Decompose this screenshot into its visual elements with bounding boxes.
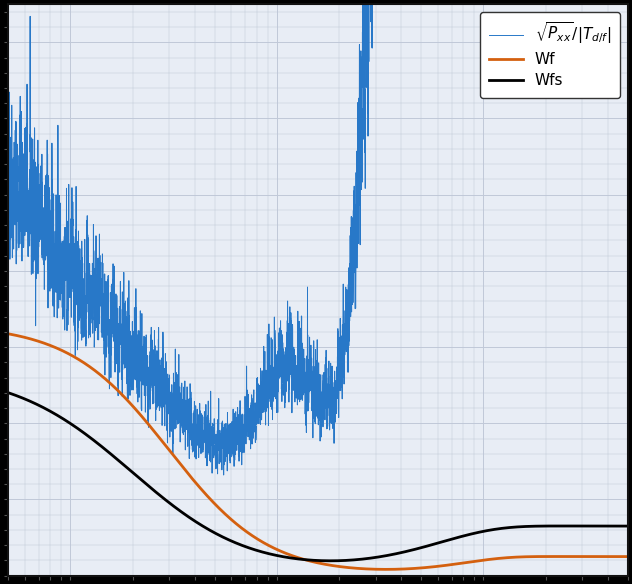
- Wf: [238, 525, 246, 532]
- Wf: [149, 426, 156, 433]
- Wf: [152, 430, 159, 437]
- Wfs: [152, 488, 159, 495]
- Line: Wfs: Wfs: [9, 393, 628, 561]
- Wfs: [149, 486, 156, 493]
- Line: $\sqrt{P_{xx}}/|T_{d/f}|$: $\sqrt{P_{xx}}/|T_{d/f}|$: [9, 0, 628, 475]
- $\sqrt{P_{xx}}/|T_{d/f}|$: [155, 361, 162, 369]
- Wf: [619, 553, 627, 560]
- $\sqrt{P_{xx}}/|T_{d/f}|$: [149, 376, 156, 383]
- Wf: [5, 331, 13, 338]
- Wfs: [238, 542, 246, 549]
- Wf: [155, 434, 162, 441]
- Line: Wf: Wf: [9, 334, 628, 569]
- $\sqrt{P_{xx}}/|T_{d/f}|$: [220, 471, 228, 478]
- Wfs: [624, 523, 632, 530]
- $\sqrt{P_{xx}}/|T_{d/f}|$: [5, 140, 13, 147]
- $\sqrt{P_{xx}}/|T_{d/f}|$: [283, 352, 290, 359]
- Legend: $\sqrt{P_{xx}}/|T_{d/f}|$, Wf, Wfs: $\sqrt{P_{xx}}/|T_{d/f}|$, Wf, Wfs: [480, 12, 620, 98]
- $\sqrt{P_{xx}}/|T_{d/f}|$: [238, 411, 246, 418]
- Wfs: [619, 523, 627, 530]
- Wfs: [5, 390, 13, 397]
- Wfs: [327, 557, 334, 564]
- Wf: [624, 553, 632, 560]
- Wf: [283, 550, 290, 557]
- Wfs: [283, 554, 290, 561]
- $\sqrt{P_{xx}}/|T_{d/f}|$: [152, 417, 159, 424]
- Wfs: [155, 491, 162, 498]
- Wf: [382, 566, 390, 573]
